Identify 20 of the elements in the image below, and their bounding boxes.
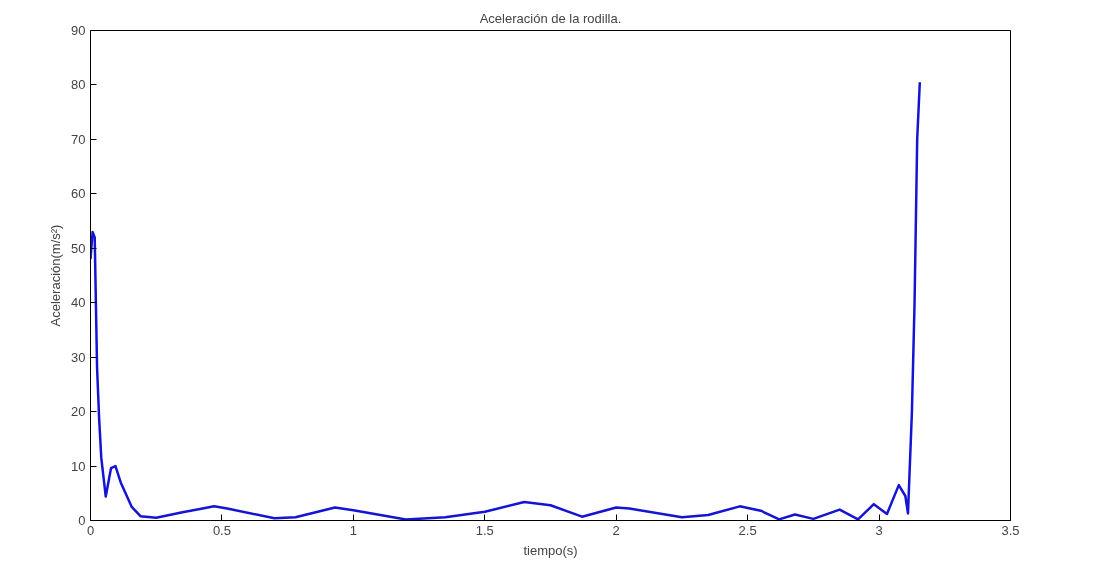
y-tick-label: 20 (71, 404, 86, 420)
x-tick-label: 3.5 (1001, 522, 1020, 538)
y-tick-label: 30 (71, 349, 86, 365)
y-tick-label: 10 (71, 458, 86, 474)
x-axis-title: tiempo(s) (523, 542, 578, 558)
y-tick-label: 70 (71, 131, 86, 147)
y-tick-label: 40 (71, 295, 86, 311)
y-tick-label: 50 (71, 240, 86, 256)
y-tick-label: 60 (71, 186, 86, 202)
y-tick-label: 90 (71, 23, 86, 38)
x-tick-label: 0.5 (212, 522, 231, 538)
x-tick-label: 1.5 (475, 522, 494, 538)
chart-title: Aceleración de la rodilla. (479, 10, 622, 26)
x-tick-label: 2 (612, 522, 620, 538)
y-tick-label: 80 (71, 77, 86, 93)
line-series (90, 80, 922, 521)
x-tick-label: 1 (349, 522, 357, 538)
y-axis-title: Aceleración(m/s²) (48, 224, 64, 327)
x-tick-label: 3 (875, 522, 883, 538)
x-tick-label: 2.5 (738, 522, 757, 538)
